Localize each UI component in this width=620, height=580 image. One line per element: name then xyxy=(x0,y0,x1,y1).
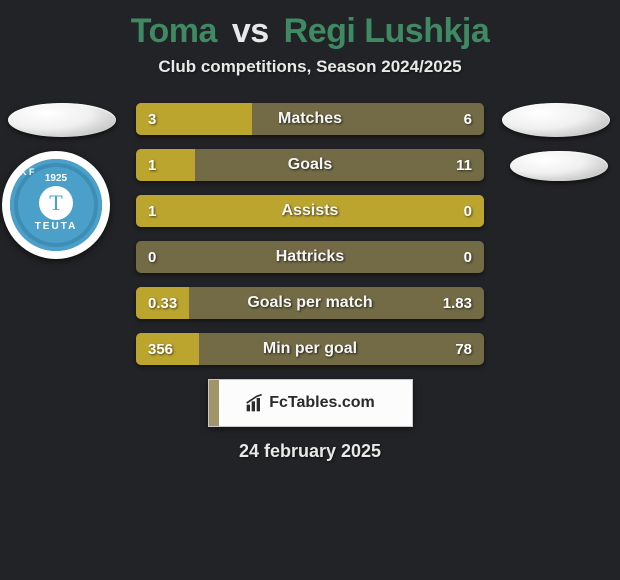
stat-label: Goals xyxy=(136,149,484,181)
player2-name: Regi Lushkja xyxy=(284,12,490,50)
stat-row: Goals per match0.33 1.83 xyxy=(136,287,484,319)
stat-value-right: 78 xyxy=(455,333,472,365)
stat-row: Assists1 0 xyxy=(136,195,484,227)
date-label: 24 february 2025 xyxy=(0,441,620,462)
stat-label: Min per goal xyxy=(136,333,484,365)
right-club-placeholder-icon xyxy=(510,151,608,181)
brand-plate: FcTables.com xyxy=(208,379,413,427)
player2-placeholder-icon xyxy=(502,103,610,137)
vs-label: vs xyxy=(232,12,269,50)
stat-value-right: 6 xyxy=(464,103,472,135)
stat-label: Goals per match xyxy=(136,287,484,319)
stat-value-right: 1.83 xyxy=(443,287,472,319)
left-club-badge: K F 1925 T TEUTA xyxy=(2,151,110,259)
club-year: 1925 xyxy=(45,173,67,184)
stat-label: Hattricks xyxy=(136,241,484,273)
stat-value-left: 3 xyxy=(148,103,156,135)
stat-bars: Matches36Goals111Assists10Hattricks00Goa… xyxy=(136,103,484,365)
right-badge-column xyxy=(502,103,612,195)
player1-placeholder-icon xyxy=(8,103,116,137)
player1-name: Toma xyxy=(131,12,217,50)
stat-label: Assists xyxy=(136,195,484,227)
brand-text: FcTables.com xyxy=(269,394,375,412)
stat-label: Matches xyxy=(136,103,484,135)
stat-value-left: 0.33 xyxy=(148,287,177,319)
stat-value-left: 356 xyxy=(148,333,173,365)
club-kf: K F xyxy=(20,167,35,177)
club-name: TEUTA xyxy=(35,221,78,232)
stat-row: Goals111 xyxy=(136,149,484,181)
stat-row: Min per goal356 78 xyxy=(136,333,484,365)
stat-value-left: 1 xyxy=(148,195,156,227)
stat-value-right: 11 xyxy=(456,149,472,181)
stat-value-right: 0 xyxy=(464,241,472,273)
left-club-inner: K F 1925 T TEUTA xyxy=(10,159,102,251)
stat-row: Matches3 6 xyxy=(136,103,484,135)
stat-value-right: 0 xyxy=(464,195,472,227)
comparison-title: Toma vs Regi Lushkja xyxy=(0,0,620,57)
stat-value-left: 0 xyxy=(148,241,156,273)
left-badge-column: K F 1925 T TEUTA xyxy=(8,103,118,259)
stat-value-left: 1 xyxy=(148,149,156,181)
brand-chart-icon xyxy=(245,393,265,413)
subtitle: Club competitions, Season 2024/2025 xyxy=(0,57,620,77)
stat-row: Hattricks0 0 xyxy=(136,241,484,273)
comparison-stage: K F 1925 T TEUTA Matches36Goals111Assist… xyxy=(0,103,620,365)
club-letter: T xyxy=(39,186,73,220)
